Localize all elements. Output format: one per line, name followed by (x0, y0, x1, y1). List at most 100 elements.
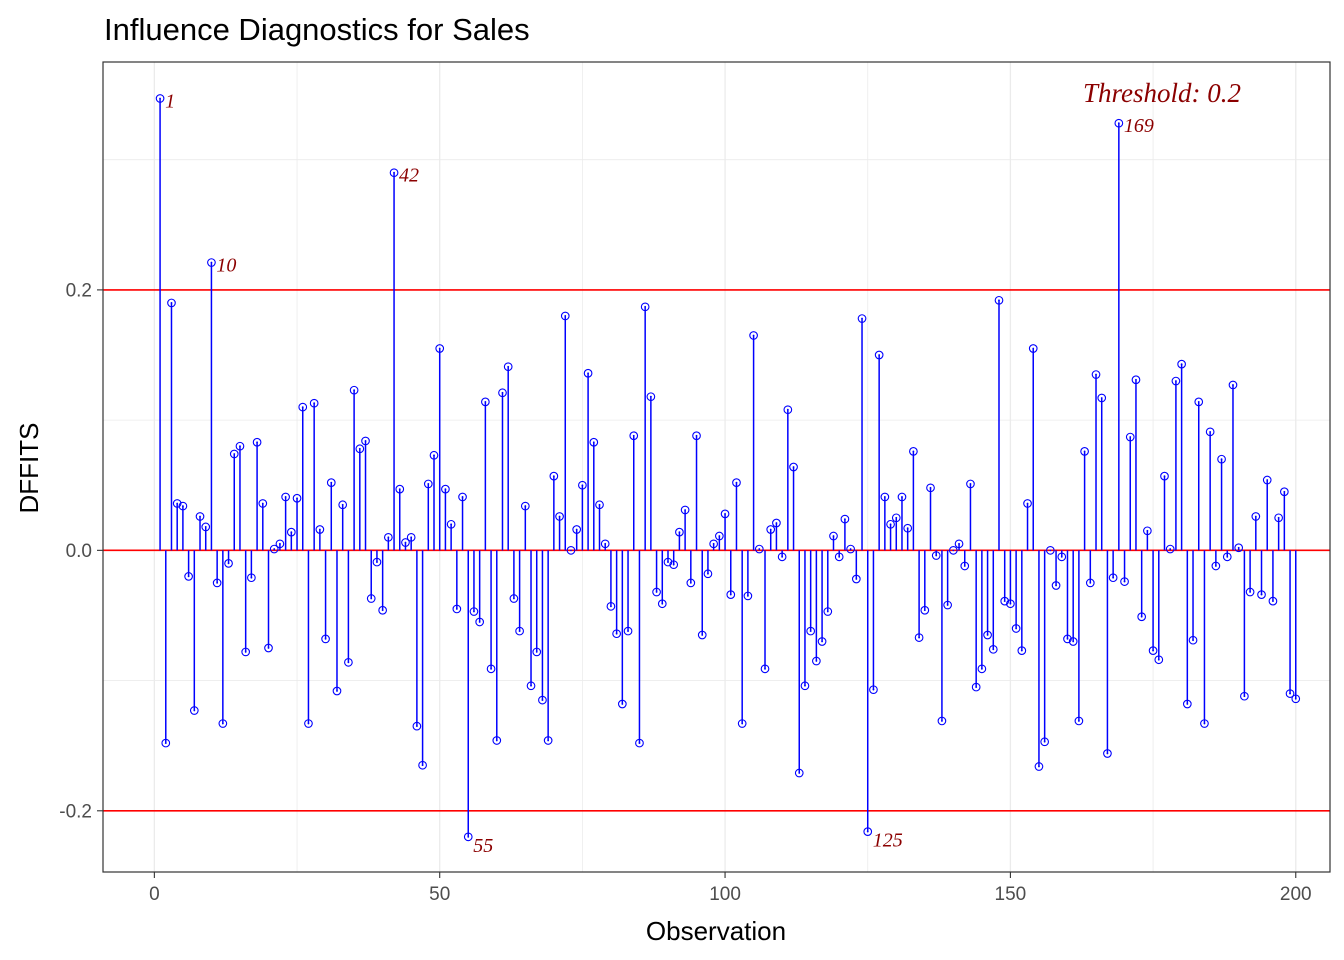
stem-point-center (1157, 658, 1160, 661)
stem-point-center (1254, 515, 1257, 518)
point-label: 10 (216, 255, 236, 277)
x-axis-ticks: 0 50 100 150 200 (149, 872, 1312, 905)
stem-point-center (1009, 602, 1012, 605)
points-layer (155, 94, 1301, 842)
stem-point-center (1214, 565, 1217, 567)
stem-point (686, 578, 696, 588)
stem-point (441, 484, 450, 494)
stem-point (640, 302, 650, 312)
stem-point-center (906, 527, 909, 530)
stem-point-center (552, 475, 555, 478)
stem-point-center (866, 830, 869, 833)
stem-point (184, 572, 193, 581)
stem-point-center (164, 742, 167, 744)
stem-point-center (1066, 637, 1069, 640)
stem-point-center (712, 542, 715, 545)
stem-point-center (1146, 529, 1149, 532)
stem-point (1006, 599, 1015, 609)
stem-point (857, 314, 867, 323)
stem-point (612, 629, 621, 639)
stem-point-center (672, 563, 675, 566)
stem-point-center (1043, 740, 1046, 743)
stem-point (520, 501, 530, 511)
stem-point (977, 664, 987, 674)
stem-point-center (1197, 400, 1200, 403)
stem-point-center (1083, 450, 1086, 453)
stem-point (172, 499, 182, 508)
stem-point (966, 479, 975, 489)
stem-point-center (547, 739, 550, 742)
y-axis-title: DFFITS (14, 423, 44, 514)
stem-point (229, 449, 239, 459)
stem-point-center (627, 630, 629, 632)
stem-point (207, 258, 216, 267)
stem-point (920, 605, 930, 615)
stem-point-center (193, 709, 196, 712)
stem-point-center (290, 531, 293, 534)
stem-point-center (1032, 347, 1035, 350)
stem-point-center (518, 630, 521, 632)
stem-point-center (1192, 639, 1194, 642)
stem-point-center (826, 610, 829, 613)
stem-point (1217, 454, 1226, 464)
stem-point-center (495, 739, 498, 742)
stem-point-center (598, 503, 601, 506)
stem-point-center (301, 406, 304, 408)
stem-point (812, 656, 821, 666)
stem-point-center (644, 305, 647, 308)
stem-point (703, 569, 713, 579)
stem-point (161, 738, 171, 748)
stem-point (743, 591, 753, 601)
x-tick-label: 200 (1280, 884, 1312, 905)
stem-point (492, 736, 502, 745)
stem-point (1028, 344, 1038, 353)
stem-point-center (484, 400, 487, 403)
stem-point (298, 402, 308, 412)
stem-point-center (1203, 722, 1206, 725)
stem-point (235, 441, 245, 451)
x-tick-label: 0 (149, 884, 160, 905)
stem-point-center (404, 541, 407, 544)
stem-point (212, 578, 222, 588)
stem-point (1257, 590, 1266, 599)
stem-point-center (1106, 752, 1109, 755)
stem-point (937, 716, 947, 726)
stem-point (1160, 471, 1169, 481)
stem-point-center (438, 347, 441, 350)
stem-point-center (1152, 649, 1154, 652)
point-label: 125 (873, 830, 903, 852)
stem-point-center (1209, 430, 1212, 433)
stem-point-center (575, 528, 578, 531)
stem-point-center (941, 720, 943, 722)
stem-point-center (199, 515, 201, 518)
point-label: 42 (399, 165, 419, 187)
stem-point (680, 505, 690, 515)
stem-point (315, 525, 325, 534)
stem-point-center (307, 722, 310, 725)
stem-point (709, 539, 718, 549)
stem-point (1205, 427, 1215, 437)
stem-point (754, 544, 764, 554)
stem-point (589, 437, 599, 447)
stem-point-center (912, 450, 915, 453)
stem-point (983, 630, 992, 640)
stem-point-center (1135, 378, 1137, 381)
stem-point (834, 552, 844, 562)
stem-point-center (998, 299, 1000, 302)
stem-point-center (467, 835, 470, 838)
stem-point-center (284, 496, 287, 498)
y-tick-label: 0.2 (66, 280, 92, 301)
stem-point-center (969, 483, 972, 485)
stem-point (332, 686, 342, 696)
stem-point-center (889, 523, 892, 526)
stem-point-center (1266, 479, 1269, 481)
stem-point-center (1243, 695, 1246, 698)
stem-point (914, 633, 924, 642)
stem-point (931, 551, 941, 560)
stem-point (1285, 689, 1295, 698)
stem-point-center (433, 454, 435, 457)
stem-point (874, 350, 884, 360)
stem-point (532, 647, 542, 657)
stem-point-center (364, 440, 367, 442)
stem-point (401, 538, 410, 547)
